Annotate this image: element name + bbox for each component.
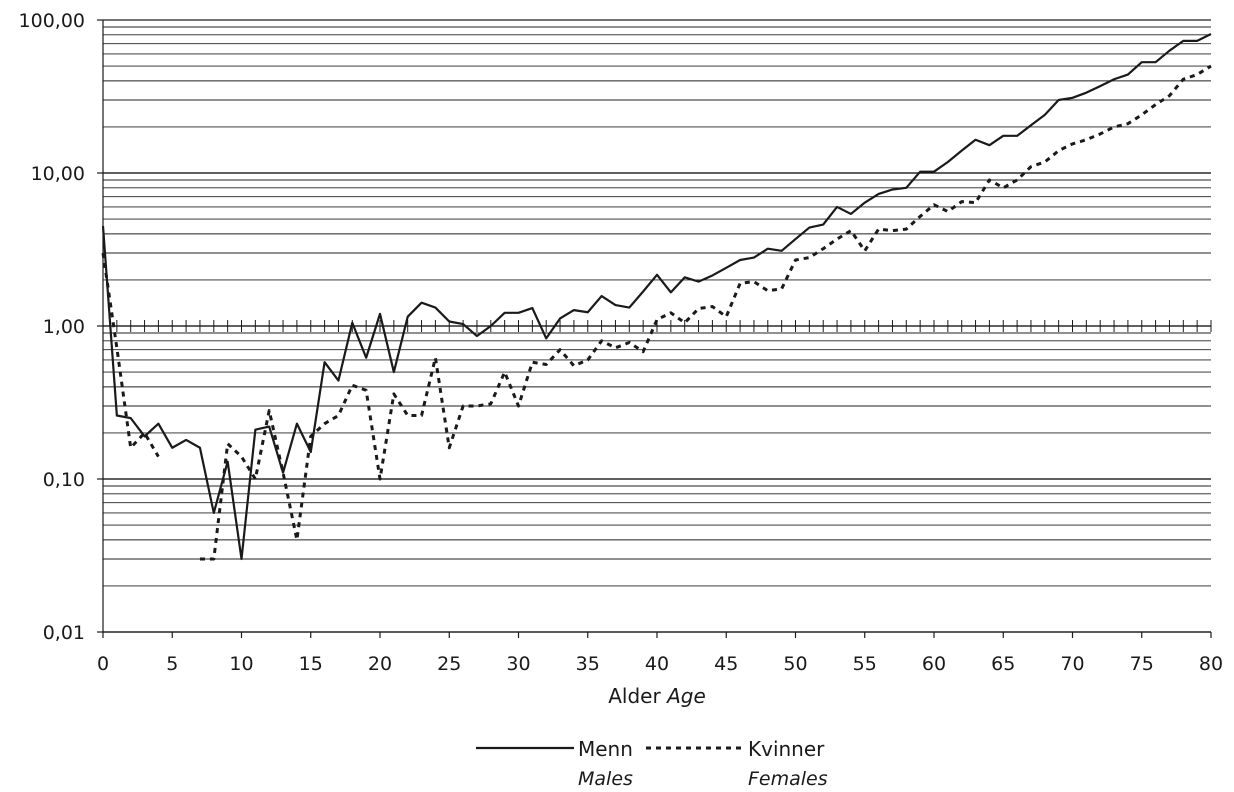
x-tick-label: 65 <box>991 653 1015 675</box>
x-tick-label: 70 <box>1060 653 1084 675</box>
x-tick-label: 60 <box>922 653 946 675</box>
x-tick-label: 40 <box>645 653 669 675</box>
x-axis-title-no: Alder <box>608 684 661 708</box>
x-tick-label: 15 <box>299 653 323 675</box>
legend: Menn Males Kvinner Females <box>476 737 828 790</box>
legend-sublabel-kvinner: Females <box>748 768 828 790</box>
y-tick-label: 100,00 <box>19 10 85 32</box>
legend-sublabel-menn: Males <box>578 768 633 790</box>
axes <box>97 19 1212 638</box>
series-line-menn <box>101 33 1212 561</box>
x-tick-label: 45 <box>714 653 738 675</box>
x-tick-label: 20 <box>368 653 392 675</box>
y-tick-label: 1,00 <box>43 316 85 338</box>
x-tick-label: 0 <box>97 653 109 675</box>
x-tick-label: 75 <box>1130 653 1154 675</box>
y-tick-label: 0,01 <box>43 622 85 644</box>
x-tick-label: 5 <box>166 653 178 675</box>
legend-label-kvinner: Kvinner <box>748 737 825 761</box>
series-lines <box>101 33 1212 561</box>
x-tick-label: 25 <box>437 653 461 675</box>
x-tick-label: 50 <box>783 653 807 675</box>
legend-label-menn: Menn <box>578 737 633 761</box>
x-axis-title: Alder Age <box>608 684 706 708</box>
x-tick-label: 80 <box>1199 653 1223 675</box>
x-tick-labels: 0 5 10 15 20 25 30 35 40 45 50 55 60 65 70 75 80 <box>97 653 1223 675</box>
grid-lines <box>103 19 1211 633</box>
y-tick-label: 10,00 <box>31 163 85 185</box>
x-axis-title-en: Age <box>665 684 706 708</box>
y-tick-label: 0,10 <box>43 469 85 491</box>
y-tick-labels: 0,01 0,10 1,00 10,00 100,00 <box>19 10 85 644</box>
x-tick-label: 30 <box>506 653 530 675</box>
x-tick-label: 35 <box>576 653 600 675</box>
series-line-kvinner <box>101 64 1212 561</box>
x-tick-label: 55 <box>853 653 877 675</box>
x-tick-label: 10 <box>229 653 253 675</box>
